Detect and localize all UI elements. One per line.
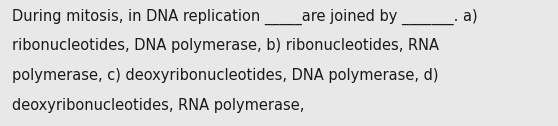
- Text: During mitosis, in DNA replication _____are joined by _______. a): During mitosis, in DNA replication _____…: [12, 9, 478, 25]
- Text: polymerase, c) deoxyribonucleotides, DNA polymerase, d): polymerase, c) deoxyribonucleotides, DNA…: [12, 68, 439, 83]
- Text: deoxyribonucleotides, RNA polymerase,: deoxyribonucleotides, RNA polymerase,: [12, 98, 305, 113]
- Text: ribonucleotides, DNA polymerase, b) ribonucleotides, RNA: ribonucleotides, DNA polymerase, b) ribo…: [12, 38, 439, 53]
